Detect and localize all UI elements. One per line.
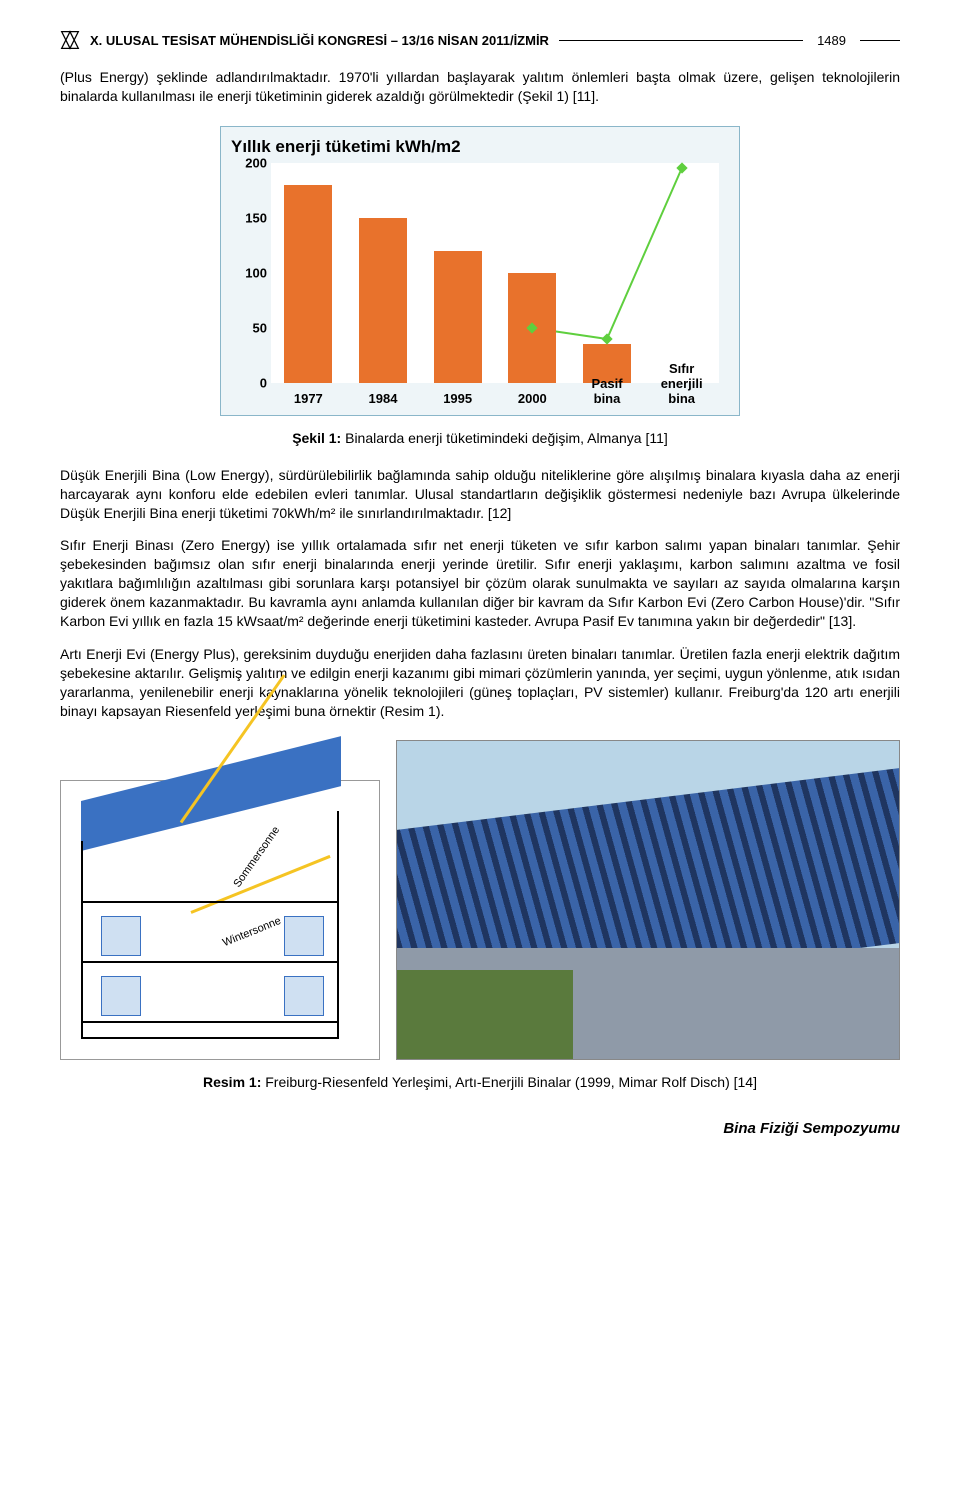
header-rule-left (559, 40, 803, 41)
figure-1-caption-bold: Şekil 1: (292, 430, 341, 446)
chart-title: Yıllık enerji tüketimi kWh/m2 (231, 137, 729, 157)
paragraph-1: (Plus Energy) şeklinde adlandırılmaktadı… (60, 68, 900, 106)
chart-ytick: 200 (231, 155, 267, 170)
resim-1-caption-bold: Resim 1: (203, 1074, 261, 1090)
logo-icon (60, 30, 80, 50)
chart-xtick: 1977 (294, 392, 323, 407)
chart-xtick: Sıfırenerjilibina (661, 362, 703, 407)
chart-xtick: 2000 (518, 392, 547, 407)
house-wall-right (337, 811, 339, 1039)
chart-container: Yıllık enerji tüketimi kWh/m2 0 50 100 150 2… (220, 126, 740, 416)
page-number: 1489 (813, 33, 850, 48)
resim-1-caption-text: Freiburg-Riesenfeld Yerleşimi, Artı-Ener… (261, 1074, 757, 1090)
chart-xtick: 1995 (443, 392, 472, 407)
house-diagram: Photovoltaikdach Sommersonne Wintersonne (60, 780, 380, 1060)
chart-area: 0501001502001977198419952000PasifbinaSıf… (231, 163, 729, 413)
page-header: X. ULUSAL TESİSAT MÜHENDİSLİĞİ KONGRESİ … (60, 30, 900, 50)
building-photo (396, 740, 900, 1060)
chart-bar (434, 251, 482, 383)
paragraph-2: Düşük Enerjili Bina (Low Energy), sürdür… (60, 466, 900, 523)
house-window-1 (101, 916, 141, 956)
footer: Bina Fiziği Sempozyumu (60, 1120, 900, 1137)
chart-ytick: 100 (231, 265, 267, 280)
house-wall-left (81, 841, 83, 1039)
house-ground (81, 1037, 339, 1039)
house-window-3 (284, 916, 324, 956)
photo-greenery (397, 970, 573, 1059)
chart-ytick: 0 (231, 375, 267, 390)
chart-bar (284, 185, 332, 383)
house-floor-1 (81, 901, 339, 903)
house-roof (81, 737, 341, 852)
summer-sun-label: Sommersonne (231, 825, 282, 890)
paragraph-4: Artı Enerji Evi (Energy Plus), gereksini… (60, 645, 900, 721)
resim-1-caption: Resim 1: Freiburg-Riesenfeld Yerleşimi, … (60, 1074, 900, 1090)
winter-sun-label: Wintersonne (221, 915, 283, 949)
house-window-4 (284, 976, 324, 1016)
winter-sun-arrow (190, 855, 330, 914)
header-rule-right (860, 40, 900, 41)
chart-ytick: 150 (231, 210, 267, 225)
chart-bar (359, 218, 407, 383)
chart-ytick: 50 (231, 320, 267, 335)
chart-xtick: 1984 (369, 392, 398, 407)
header-title: X. ULUSAL TESİSAT MÜHENDİSLİĞİ KONGRESİ … (90, 33, 549, 48)
house-window-2 (101, 976, 141, 1016)
figure-1-caption-text: Binalarda enerji tüketimindeki değişim, … (341, 430, 668, 446)
paragraph-3: Sıfır Enerji Binası (Zero Energy) ise yı… (60, 536, 900, 630)
figure-1-caption: Şekil 1: Binalarda enerji tüketimindeki … (60, 430, 900, 446)
chart-plot (271, 163, 719, 383)
image-row: Photovoltaikdach Sommersonne Wintersonne (60, 740, 900, 1060)
house-floor-2 (81, 961, 339, 963)
house-floor-3 (81, 1021, 339, 1023)
chart-xtick: Pasifbina (591, 377, 622, 407)
chart-line-svg (271, 163, 719, 383)
